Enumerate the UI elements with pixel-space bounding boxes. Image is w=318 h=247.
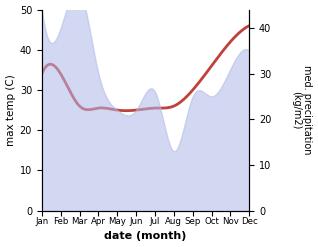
Y-axis label: med. precipitation
(kg/m2): med. precipitation (kg/m2) <box>291 65 313 155</box>
X-axis label: date (month): date (month) <box>104 231 187 242</box>
Y-axis label: max temp (C): max temp (C) <box>5 74 16 146</box>
